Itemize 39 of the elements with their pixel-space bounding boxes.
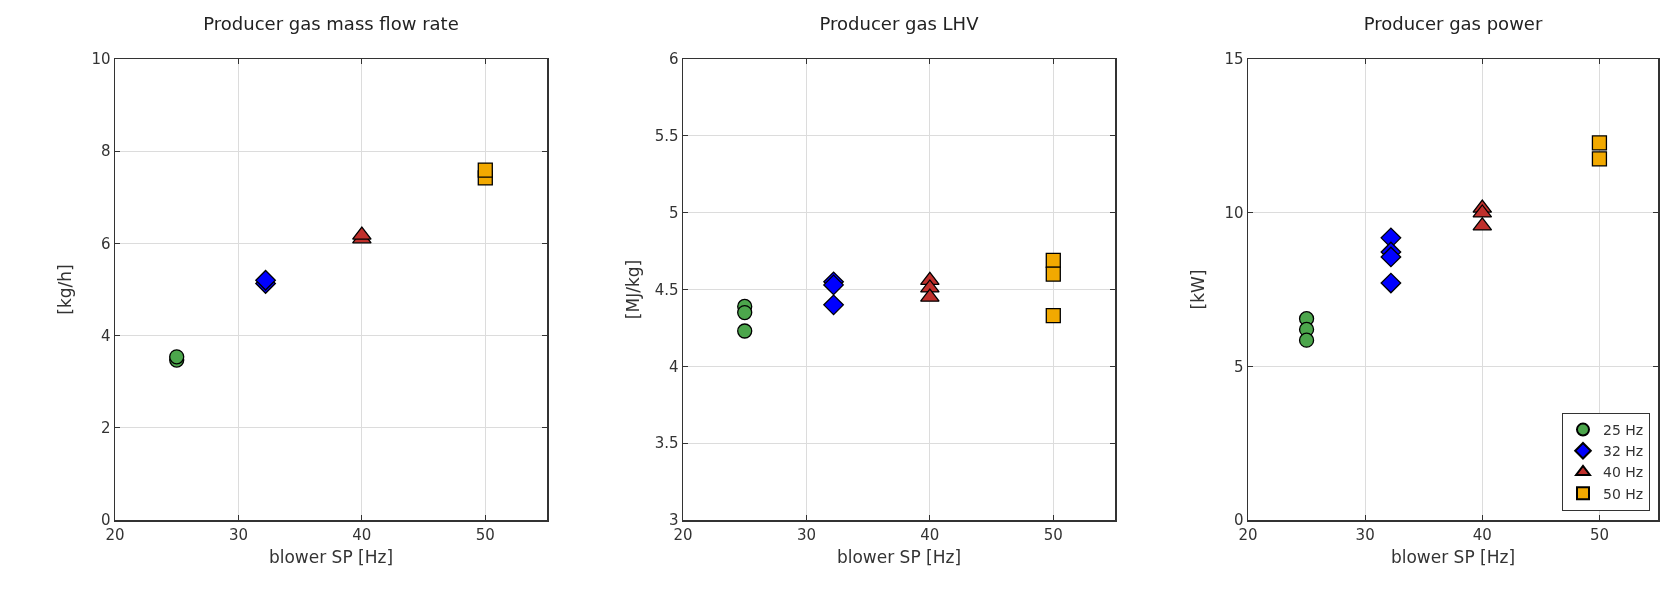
x-tick-label: 40 xyxy=(920,525,940,544)
y-tick-label: 10 xyxy=(91,50,111,69)
y-tick-label: 4 xyxy=(100,326,111,345)
legend-label: 50 Hz xyxy=(1603,485,1644,502)
legend-label: 40 Hz xyxy=(1603,464,1644,481)
x-tick-label: 50 xyxy=(1589,525,1609,544)
y-tick-label: 8 xyxy=(100,142,111,161)
x-tick-label: 50 xyxy=(1043,525,1063,544)
x-tick-label: 30 xyxy=(796,525,816,544)
x-tick-label: 30 xyxy=(228,525,248,544)
x-tick-label: 40 xyxy=(352,525,372,544)
y-tick-label: 5 xyxy=(1233,357,1244,376)
y-tick-label: 15 xyxy=(1224,50,1244,69)
x-axis-title: blower SP [Hz] xyxy=(268,546,394,567)
y-tick-label: 5.5 xyxy=(654,127,679,146)
x-tick-label: 40 xyxy=(1472,525,1492,544)
y-axis-title: [kW] xyxy=(1187,269,1208,310)
y-tick-label: 10 xyxy=(1224,203,1244,222)
y-tick-label: 4.5 xyxy=(654,280,679,299)
y-axis-title: [MJ/kg] xyxy=(622,259,643,320)
y-tick-label: 5 xyxy=(668,203,679,222)
legend-label: 25 Hz xyxy=(1603,422,1644,439)
y-tick-label: 3.5 xyxy=(654,434,679,453)
x-tick-label: 20 xyxy=(673,525,693,544)
y-tick-label: 6 xyxy=(668,50,679,69)
chart-title: Producer gas LHV xyxy=(819,13,980,35)
legend-label: 32 Hz xyxy=(1603,443,1644,460)
x-tick-label: 20 xyxy=(1238,525,1258,544)
y-tick-label: 4 xyxy=(668,357,679,376)
y-axis-title: [kg/h] xyxy=(54,264,75,315)
x-tick-label: 30 xyxy=(1355,525,1375,544)
chart-title: Producer gas power xyxy=(1363,13,1543,35)
x-tick-label: 50 xyxy=(475,525,495,544)
x-tick-label: 20 xyxy=(105,525,125,544)
y-tick-label: 2 xyxy=(100,419,111,438)
x-axis-title: blower SP [Hz] xyxy=(1390,546,1516,567)
y-tick-label: 6 xyxy=(100,234,111,253)
chart-title: Producer gas mass flow rate xyxy=(203,13,459,35)
x-axis-title: blower SP [Hz] xyxy=(836,546,962,567)
